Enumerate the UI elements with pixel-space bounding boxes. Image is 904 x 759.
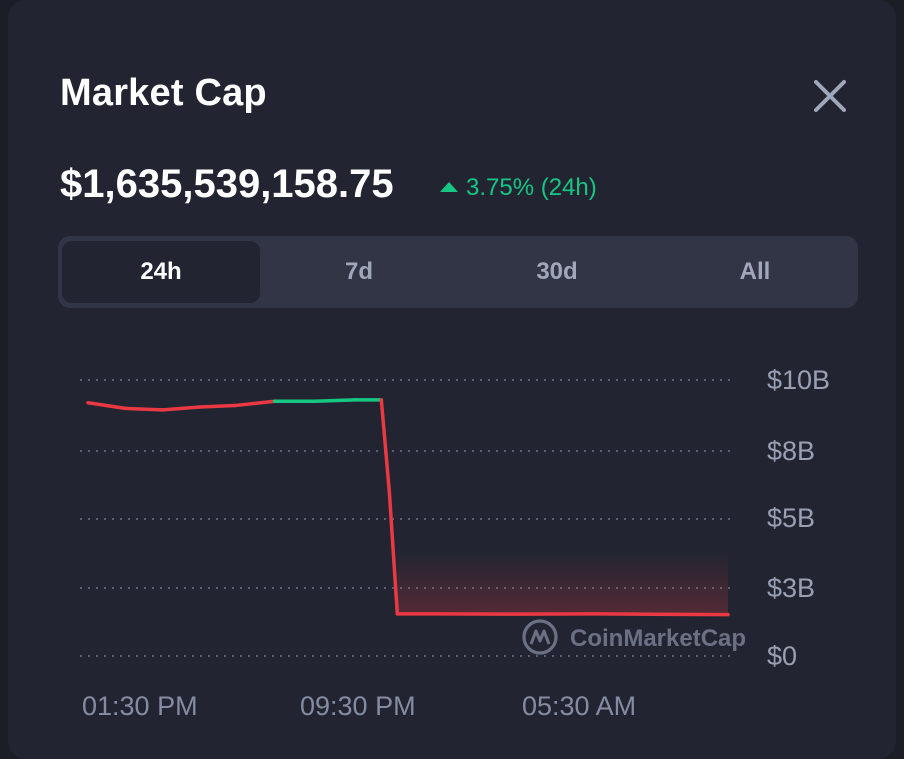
x-axis-labels: 01:30 PM 09:30 PM 05:30 AM (82, 691, 636, 721)
market-cap-value: $1,635,539,158.75 (60, 162, 394, 206)
modal-title: Market Cap (60, 72, 267, 114)
triangle-up-icon (440, 182, 458, 192)
line-segment (387, 490, 400, 616)
line-segment (592, 612, 677, 617)
line-segment (312, 398, 357, 404)
line-segment (160, 405, 202, 412)
series-line (86, 398, 730, 617)
line-segment (123, 406, 165, 412)
range-tabs: 24h 7d 30d All (58, 236, 858, 308)
coinmarketcap-logo-icon (522, 619, 558, 655)
price-change: 3.75% (24h) (440, 174, 597, 202)
x-tick-label: 01:30 PM (82, 691, 198, 721)
line-segment (379, 398, 392, 494)
close-button[interactable] (806, 72, 854, 120)
line-segment (86, 400, 128, 411)
y-tick-label: $5B (767, 503, 815, 533)
x-tick-label: 05:30 AM (522, 691, 636, 721)
line-segment (198, 403, 237, 409)
watermark: CoinMarketCap (522, 619, 746, 655)
line-segment (232, 399, 277, 408)
x-tick-label: 09:30 PM (300, 691, 416, 721)
y-tick-label: $3B (767, 573, 815, 603)
tab-7d[interactable]: 7d (344, 258, 373, 285)
y-tick-label: $8B (767, 436, 815, 466)
tab-30d[interactable]: 30d (536, 258, 578, 285)
watermark-text: CoinMarketCap (570, 625, 746, 652)
y-axis-labels: $10B $8B $5B $3B $0 (767, 365, 830, 671)
close-icon (814, 80, 846, 112)
price-change-text: 3.75% (24h) (466, 174, 597, 201)
area-fill (397, 552, 728, 615)
y-tick-label: $10B (767, 365, 830, 395)
tab-24h[interactable]: 24h (62, 241, 260, 303)
market-cap-modal (8, 0, 896, 759)
tab-all[interactable]: All (739, 258, 771, 285)
y-tick-label: $0 (767, 641, 797, 671)
